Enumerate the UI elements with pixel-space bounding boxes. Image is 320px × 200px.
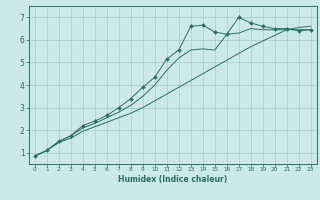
X-axis label: Humidex (Indice chaleur): Humidex (Indice chaleur) — [118, 175, 228, 184]
